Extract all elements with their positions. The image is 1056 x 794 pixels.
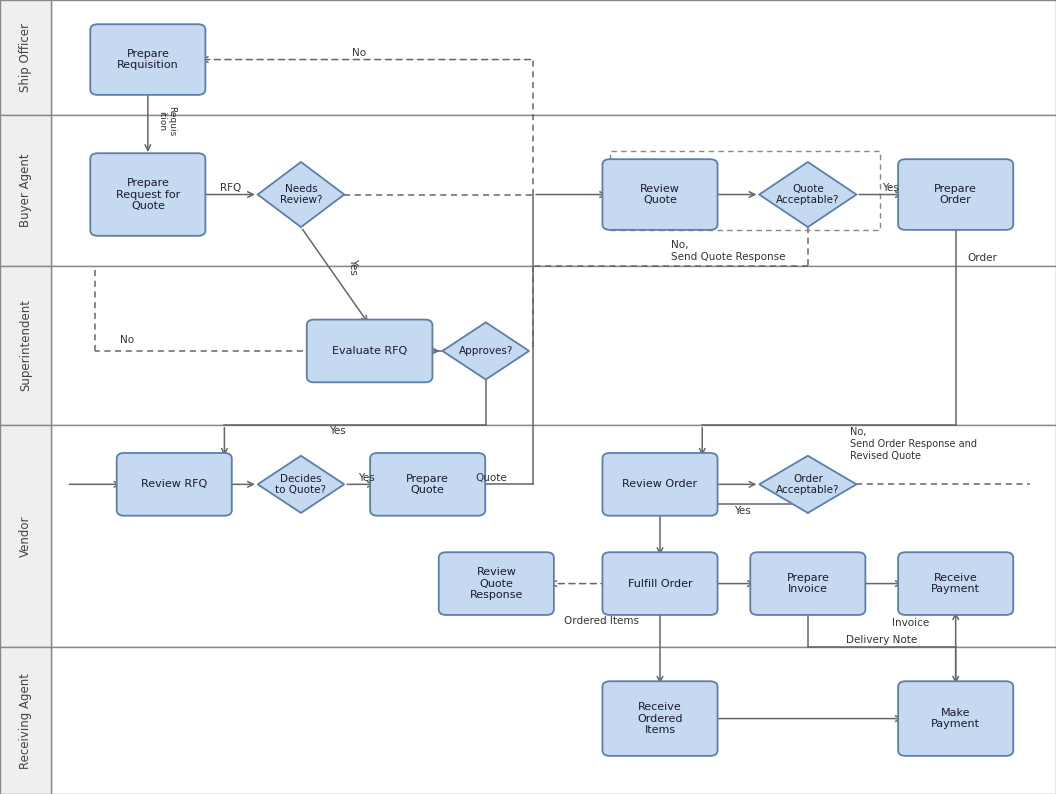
Bar [0, 115, 51, 266]
Text: Review
Quote
Response: Review Quote Response [470, 567, 523, 600]
Text: Receiving Agent: Receiving Agent [19, 673, 32, 769]
Text: Quote
Acceptable?: Quote Acceptable? [776, 183, 840, 206]
FancyBboxPatch shape [898, 553, 1014, 615]
Bar [610, 151, 880, 230]
Text: Order
Acceptable?: Order Acceptable? [776, 473, 840, 495]
Bar [0, 266, 51, 425]
Text: Fulfill Order: Fulfill Order [627, 579, 693, 588]
Polygon shape [258, 456, 344, 513]
Text: Ordered Items: Ordered Items [564, 616, 640, 626]
Text: Requis
ition: Requis ition [157, 106, 176, 136]
Text: Receive
Payment: Receive Payment [931, 572, 980, 595]
Bar [51, 115, 1056, 266]
FancyBboxPatch shape [91, 153, 205, 236]
Text: Review RFQ: Review RFQ [142, 480, 207, 489]
FancyBboxPatch shape [898, 159, 1014, 230]
Text: Prepare
Order: Prepare Order [935, 183, 977, 206]
Bar [0, 425, 51, 647]
Bar [51, 425, 1056, 647]
Text: Receive
Ordered
Items: Receive Ordered Items [637, 702, 683, 735]
Text: Buyer Agent: Buyer Agent [19, 154, 32, 227]
FancyBboxPatch shape [439, 553, 553, 615]
FancyBboxPatch shape [602, 681, 718, 756]
Text: Prepare
Request for
Quote: Prepare Request for Quote [116, 178, 180, 211]
Text: Review Order: Review Order [622, 480, 698, 489]
Text: Prepare
Quote: Prepare Quote [407, 473, 449, 495]
Text: Superintendent: Superintendent [19, 299, 32, 391]
FancyBboxPatch shape [750, 553, 866, 615]
Text: Decides
to Quote?: Decides to Quote? [276, 473, 326, 495]
FancyBboxPatch shape [602, 453, 718, 516]
FancyBboxPatch shape [602, 553, 718, 615]
Text: Yes: Yes [882, 183, 899, 193]
Text: Yes: Yes [329, 426, 346, 436]
FancyBboxPatch shape [371, 453, 486, 516]
Text: Prepare
Invoice: Prepare Invoice [787, 572, 829, 595]
Bar [0, 647, 51, 794]
Polygon shape [442, 322, 529, 380]
FancyBboxPatch shape [602, 159, 718, 230]
Bar [51, 647, 1056, 794]
Text: Yes: Yes [358, 473, 375, 483]
Text: No,
Send Quote Response: No, Send Quote Response [671, 241, 785, 262]
Text: Delivery Note: Delivery Note [846, 634, 918, 645]
FancyBboxPatch shape [898, 681, 1014, 756]
Bar [51, 0, 1056, 115]
Text: Yes: Yes [734, 506, 751, 515]
Text: Make
Payment: Make Payment [931, 707, 980, 730]
Polygon shape [759, 162, 856, 227]
FancyBboxPatch shape [116, 453, 232, 516]
Polygon shape [759, 456, 856, 513]
Bar [0, 0, 51, 115]
Text: Order: Order [967, 253, 997, 263]
Text: Ship Officer: Ship Officer [19, 23, 32, 92]
FancyBboxPatch shape [306, 319, 433, 382]
Text: Vendor: Vendor [19, 515, 32, 557]
Text: No: No [119, 335, 134, 345]
Text: Evaluate RFQ: Evaluate RFQ [332, 346, 408, 356]
Text: Review
Quote: Review Quote [640, 183, 680, 206]
Text: Prepare
Requisition: Prepare Requisition [117, 48, 178, 71]
Text: Quote: Quote [475, 473, 507, 483]
Text: RFQ: RFQ [220, 183, 241, 193]
Text: No: No [352, 48, 366, 58]
Text: Approves?: Approves? [458, 346, 513, 356]
Text: Needs
Review?: Needs Review? [280, 183, 322, 206]
FancyBboxPatch shape [91, 24, 205, 94]
Bar [51, 266, 1056, 425]
Text: Yes: Yes [347, 257, 358, 275]
Polygon shape [258, 162, 344, 227]
Text: No,
Send Order Response and
Revised Quote: No, Send Order Response and Revised Quot… [850, 427, 977, 461]
Text: Invoice: Invoice [892, 619, 929, 628]
